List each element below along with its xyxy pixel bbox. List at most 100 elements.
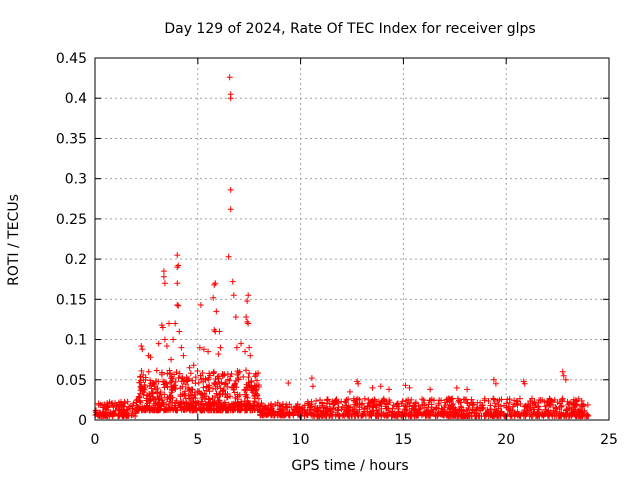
data-point	[540, 412, 547, 419]
data-point	[412, 399, 419, 406]
data-point	[238, 402, 245, 409]
data-point	[158, 371, 165, 378]
data-point	[560, 372, 567, 379]
data-point	[408, 396, 415, 403]
data-point	[456, 406, 463, 413]
data-point	[559, 368, 566, 375]
data-point	[369, 403, 376, 410]
data-point	[213, 390, 220, 397]
data-point	[168, 356, 175, 363]
data-point	[209, 385, 216, 392]
data-point	[352, 402, 359, 409]
data-point	[205, 407, 212, 414]
data-point	[172, 399, 179, 406]
data-point	[187, 370, 194, 377]
data-point	[334, 406, 341, 413]
data-point	[578, 397, 585, 404]
data-point	[231, 402, 238, 409]
data-point	[168, 378, 175, 385]
data-point	[145, 368, 152, 375]
data-point	[369, 384, 376, 391]
data-point	[216, 328, 223, 335]
data-point	[438, 405, 445, 412]
data-point	[223, 394, 230, 401]
data-point	[109, 411, 116, 418]
data-point	[102, 404, 109, 411]
data-point	[160, 381, 167, 388]
data-point	[377, 383, 384, 390]
data-point	[210, 294, 217, 301]
data-point	[174, 301, 181, 308]
data-point	[149, 393, 156, 400]
data-point	[265, 402, 272, 409]
data-point	[137, 399, 144, 406]
y-tick-label: 0.45	[56, 51, 87, 67]
data-point	[174, 280, 181, 287]
data-point	[213, 407, 220, 414]
data-point	[159, 324, 166, 331]
y-tick-label: 0.3	[65, 172, 87, 188]
data-point	[343, 403, 350, 410]
data-point	[452, 406, 459, 413]
data-point	[223, 380, 230, 387]
data-point	[390, 402, 397, 409]
data-point	[147, 396, 154, 403]
y-axis-label: ROTI / TECUs	[6, 194, 22, 286]
data-point	[353, 396, 360, 403]
data-point	[146, 398, 153, 405]
data-point	[113, 402, 120, 409]
data-point	[565, 401, 572, 408]
data-point	[309, 410, 316, 417]
data-point	[558, 403, 565, 410]
y-tick-label: 0.4	[65, 91, 87, 107]
x-tick-label: 5	[193, 432, 202, 448]
data-point	[192, 374, 199, 381]
data-point	[157, 405, 164, 412]
data-point	[305, 400, 312, 407]
data-point	[143, 397, 150, 404]
data-point	[355, 412, 362, 419]
data-point	[464, 407, 471, 414]
data-point	[436, 397, 443, 404]
data-point	[403, 406, 410, 413]
y-tick-label: 0	[78, 413, 87, 429]
data-point	[163, 380, 170, 387]
data-point	[177, 385, 184, 392]
data-point	[529, 395, 536, 402]
data-point	[174, 264, 181, 271]
data-point	[227, 186, 234, 193]
data-point	[394, 400, 401, 407]
data-point	[491, 400, 498, 407]
data-point	[240, 373, 247, 380]
data-point	[455, 411, 462, 418]
y-tick-label: 0.05	[56, 373, 87, 389]
data-point	[222, 399, 229, 406]
data-point	[220, 372, 227, 379]
data-point	[360, 412, 367, 419]
data-point	[149, 406, 156, 413]
data-point	[147, 377, 154, 384]
data-point	[392, 412, 399, 419]
data-point	[217, 344, 224, 351]
data-point	[253, 386, 260, 393]
data-point	[217, 391, 224, 398]
data-point	[381, 398, 388, 405]
data-point	[211, 281, 218, 288]
data-point	[377, 401, 384, 408]
data-point	[206, 396, 213, 403]
data-point	[243, 314, 250, 321]
data-point	[468, 396, 475, 403]
data-point	[298, 412, 305, 419]
data-point	[180, 352, 187, 359]
data-point	[369, 397, 376, 404]
data-point	[179, 374, 186, 381]
data-point	[495, 401, 502, 408]
data-point	[359, 400, 366, 407]
data-point	[516, 395, 523, 402]
data-point	[246, 370, 253, 377]
data-point	[187, 391, 194, 398]
data-point	[355, 380, 362, 387]
data-point	[248, 384, 255, 391]
x-tick-label: 15	[394, 432, 412, 448]
data-point	[270, 408, 277, 415]
